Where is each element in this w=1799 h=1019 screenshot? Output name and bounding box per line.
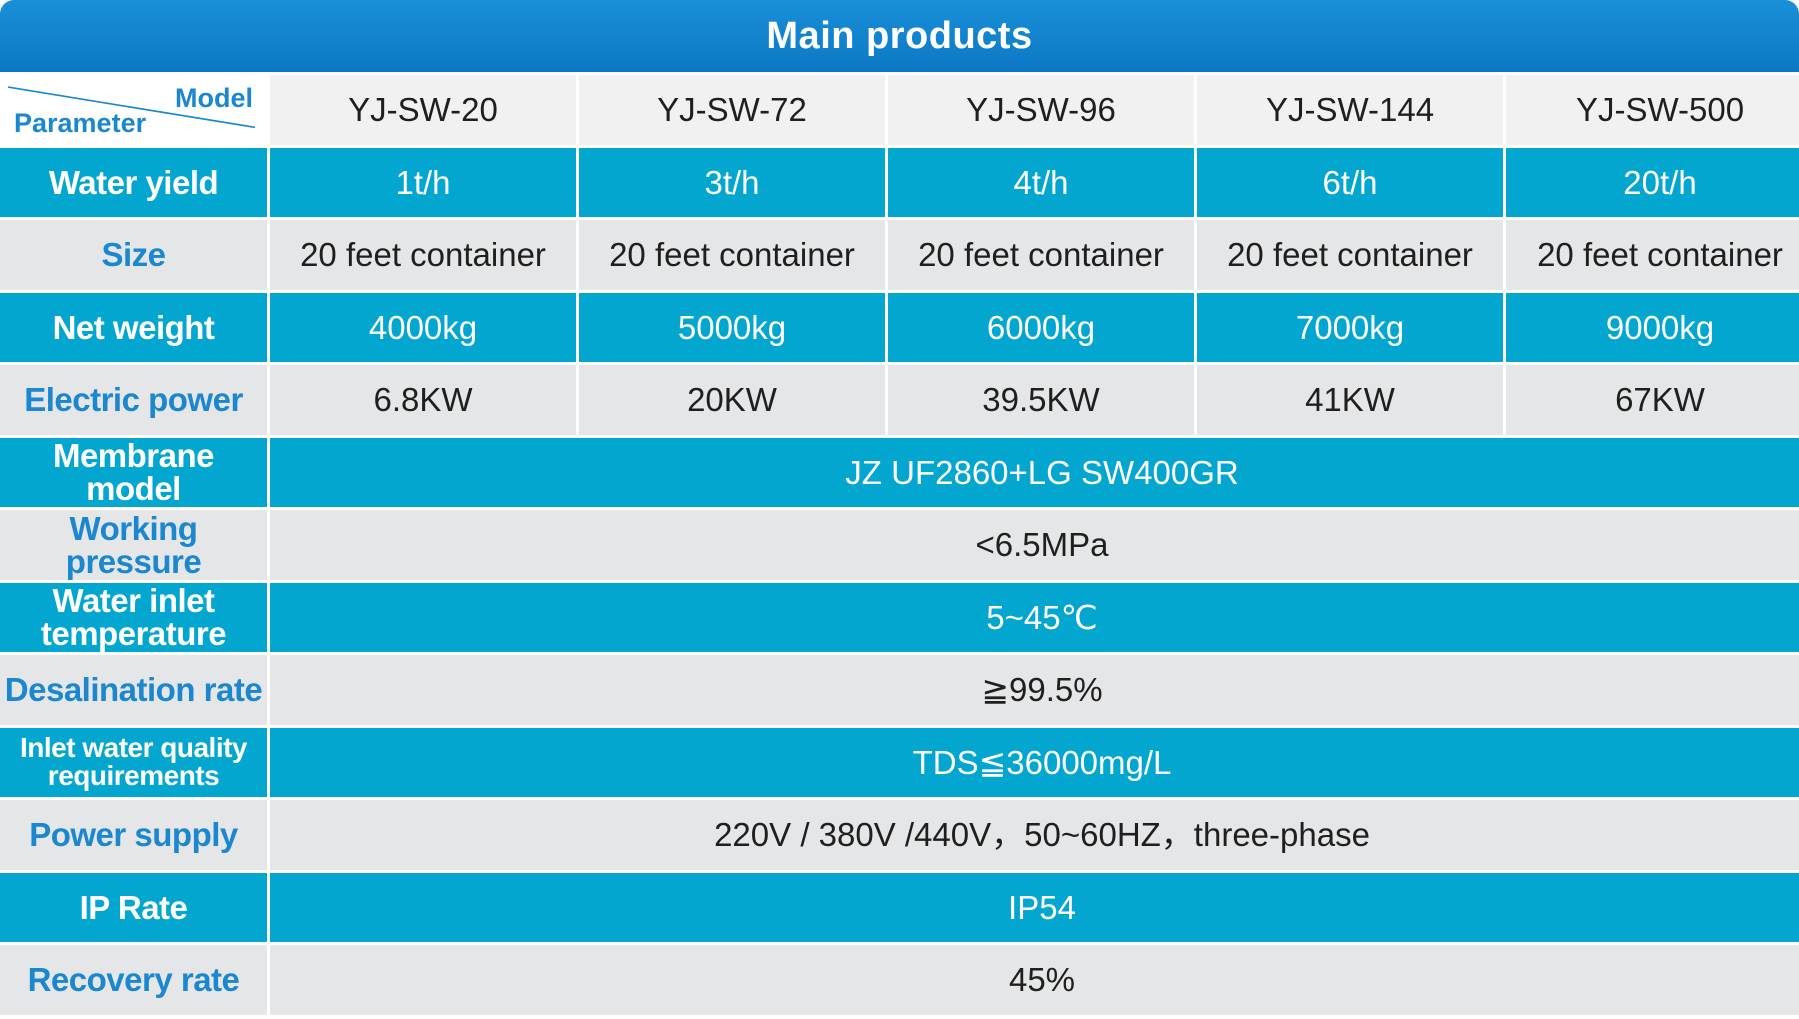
model-header: YJ-SW-96 [888,75,1194,145]
diagonal-divider-icon [7,86,256,129]
row-label: Net weight [0,292,267,362]
model-header: YJ-SW-20 [270,75,576,145]
spec-table: Model Parameter YJ-SW-20 YJ-SW-72 YJ-SW-… [0,72,1799,1018]
table-cell: 4000kg [270,292,576,362]
row-label: Power supply [0,800,267,870]
model-header: YJ-SW-72 [579,75,885,145]
corner-parameter-label: Parameter [14,107,147,138]
table-row: Working pressure <6.5MPa [0,510,1799,580]
page-title: Main products [0,0,1799,72]
corner-model-label: Model [175,83,253,113]
table-cell: 7000kg [1197,292,1503,362]
table-cell-shared: IP54 [270,872,1799,942]
table-row: Power supply 220V / 380V /440V，50~60HZ，t… [0,800,1799,870]
table-cell: 67KW [1506,365,1799,435]
table-cell: 20 feet container [579,220,885,290]
table-cell-shared: 220V / 380V /440V，50~60HZ，three-phase [270,800,1799,870]
table-row: Desalination rate ≧99.5% [0,655,1799,725]
table-cell-shared: JZ UF2860+LG SW400GR [270,437,1799,507]
table-cell-shared: 45% [270,945,1799,1015]
row-label: Electric power [0,365,267,435]
row-label: Recovery rate [0,945,267,1015]
table-cell: 20 feet container [270,220,576,290]
table-cell: 20t/h [1506,147,1799,217]
table-cell-shared: ≧99.5% [270,655,1799,725]
corner-cell: Model Parameter [0,75,267,145]
table-cell: 20KW [579,365,885,435]
table-cell: 41KW [1197,365,1503,435]
table-row: Water inlet temperature 5~45℃ [0,582,1799,652]
table-row: IP Rate IP54 [0,872,1799,942]
row-label: Water inlet temperature [0,582,267,652]
row-label: Membrane model [0,437,267,507]
table-row: Recovery rate 45% [0,945,1799,1015]
table-cell: 5000kg [579,292,885,362]
table-row: Membrane model JZ UF2860+LG SW400GR [0,437,1799,507]
row-label: Working pressure [0,510,267,580]
row-label: IP Rate [0,872,267,942]
table-cell: 20 feet container [1506,220,1799,290]
table-row: Size 20 feet container 20 feet container… [0,220,1799,290]
model-header: YJ-SW-144 [1197,75,1503,145]
table-cell-shared: 5~45℃ [270,582,1799,652]
row-label: Water yield [0,147,267,217]
table-cell: 6t/h [1197,147,1503,217]
model-header: YJ-SW-500 [1506,75,1799,145]
table-cell: 6000kg [888,292,1194,362]
row-label: Inlet water quality requirements [0,727,267,797]
table-cell: 20 feet container [888,220,1194,290]
table-row: Water yield 1t/h 3t/h 4t/h 6t/h 20t/h [0,147,1799,217]
header-row: Model Parameter YJ-SW-20 YJ-SW-72 YJ-SW-… [0,75,1799,145]
row-label: Desalination rate [0,655,267,725]
table-row: Inlet water quality requirements TDS≦360… [0,727,1799,797]
table-cell: 9000kg [1506,292,1799,362]
table-row: Electric power 6.8KW 20KW 39.5KW 41KW 67… [0,365,1799,435]
table-cell-shared: <6.5MPa [270,510,1799,580]
table-cell: 39.5KW [888,365,1194,435]
table-cell: 4t/h [888,147,1194,217]
table-cell-shared: TDS≦36000mg/L [270,727,1799,797]
table-cell: 1t/h [270,147,576,217]
row-label: Size [0,220,267,290]
table-row: Net weight 4000kg 5000kg 6000kg 7000kg 9… [0,292,1799,362]
table-cell: 6.8KW [270,365,576,435]
table-cell: 3t/h [579,147,885,217]
table-cell: 20 feet container [1197,220,1503,290]
